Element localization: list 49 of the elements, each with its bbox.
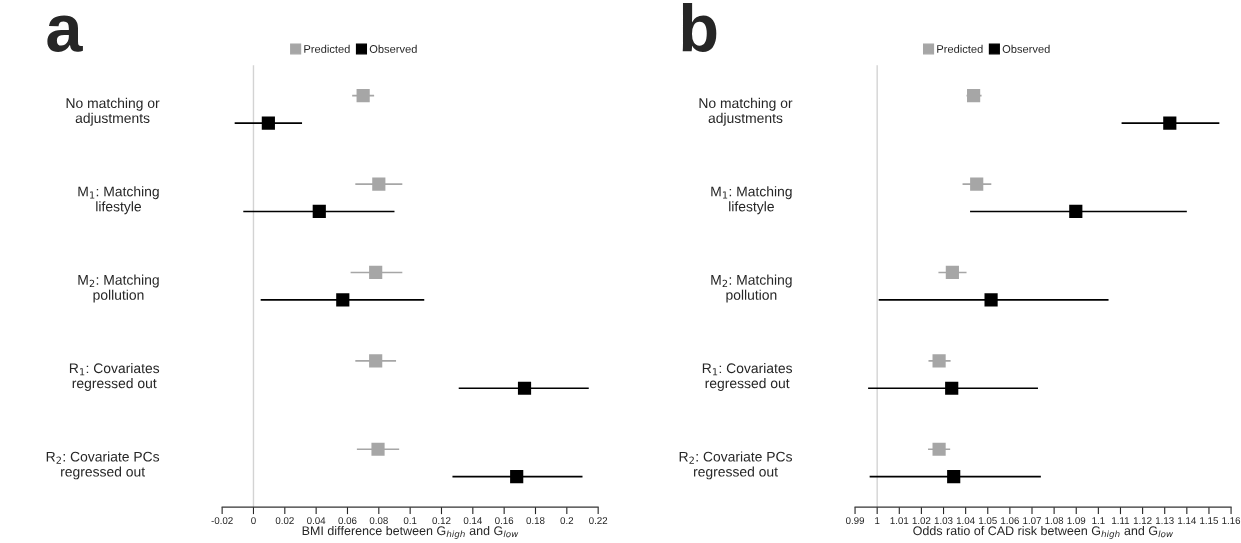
x-tick-label: 1.07 bbox=[1023, 517, 1041, 525]
legend-label: Predicted bbox=[304, 44, 350, 53]
y-tick-label: M$_{2}$: Matching pollution bbox=[711, 274, 792, 303]
x-tick-label: 0.22 bbox=[589, 517, 608, 525]
x-tick-label: 1.04 bbox=[956, 517, 975, 525]
x-tick-label: 1.06 bbox=[1001, 517, 1019, 525]
y-tick-label: R$_{1}$: Covariates regressed out bbox=[69, 362, 160, 391]
x-tick-label: 0.2 bbox=[560, 517, 574, 525]
x-tick-label: 0.08 bbox=[369, 517, 388, 525]
x-tick-label: 1.02 bbox=[912, 517, 931, 525]
x-tick-label: 1.13 bbox=[1156, 517, 1174, 525]
x-axis-title: Odds ratio of CAD risk between G$_{high}$ and G$_{low}$ bbox=[913, 525, 1174, 539]
y-tick-label: R$_{2}$: Covariate PCs regressed out bbox=[679, 451, 792, 480]
x-tick-label: -0.02 bbox=[211, 517, 233, 525]
x-tick-label: 1.03 bbox=[934, 517, 953, 525]
legend-label: Observed bbox=[1002, 44, 1050, 53]
x-tick-label: 1.12 bbox=[1133, 517, 1152, 524]
legend-label: Observed bbox=[369, 44, 417, 53]
x-tick-label: 1.08 bbox=[1045, 517, 1064, 525]
x-tick-label: 0.16 bbox=[495, 517, 514, 525]
x-tick-label: 0.18 bbox=[526, 517, 545, 525]
x-tick-label: 0.14 bbox=[463, 517, 482, 525]
x-tick-label: 1.15 bbox=[1200, 517, 1219, 525]
chart-title: a bbox=[47, 15, 83, 52]
x-axis-title: BMI difference between G$_{high}$ and G$_{low}$ bbox=[302, 525, 519, 539]
x-tick-label: 1.01 bbox=[890, 517, 909, 525]
x-tick-label: 1.09 bbox=[1067, 517, 1086, 525]
legend-label: Predicted bbox=[937, 44, 983, 53]
x-tick-label: 0 bbox=[251, 517, 256, 525]
y-tick-label: M$_{1}$: Matching lifestyle bbox=[711, 186, 792, 215]
y-tick-label: M$_{1}$: Matching lifestyle bbox=[78, 186, 159, 215]
x-tick-label: 1 bbox=[875, 517, 880, 524]
x-tick-label: 0.04 bbox=[307, 517, 326, 525]
x-tick-label: 1.1 bbox=[1092, 517, 1105, 524]
x-tick-label: 0.02 bbox=[275, 517, 294, 525]
y-tick-label: R$_{1}$: Covariates regressed out bbox=[702, 362, 793, 391]
x-tick-label: 0.1 bbox=[403, 517, 417, 525]
x-tick-label: 0.99 bbox=[845, 517, 865, 525]
x-tick-label: 1.11 bbox=[1112, 517, 1130, 524]
y-tick-label: R$_{2}$: Covariate PCs regressed out bbox=[46, 451, 160, 480]
x-tick-label: 0.06 bbox=[338, 517, 357, 525]
x-tick-label: 0.12 bbox=[432, 517, 451, 525]
y-tick-label: No matching or adjustments bbox=[699, 97, 793, 126]
x-tick-label: 1.14 bbox=[1178, 517, 1197, 524]
x-tick-label: 1.16 bbox=[1222, 517, 1241, 525]
chart-title: b bbox=[682, 3, 717, 52]
x-tick-label: 1.05 bbox=[979, 517, 997, 525]
y-tick-label: No matching or adjustments bbox=[66, 97, 160, 126]
y-tick-label: M$_{2}$: Matching pollution bbox=[78, 274, 159, 303]
